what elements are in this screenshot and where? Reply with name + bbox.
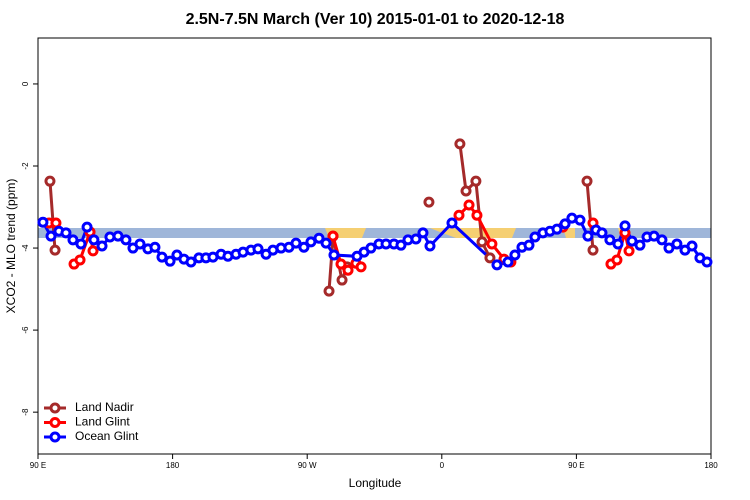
x-tick-label: 90 W <box>298 461 317 470</box>
chart-title: 2.5N-7.5N March (Ver 10) 2015-01-01 to 2… <box>186 11 565 28</box>
data-point <box>604 234 616 246</box>
data-point <box>75 238 87 250</box>
data-point <box>656 234 668 246</box>
data-point <box>327 230 339 242</box>
x-tick-label: 180 <box>166 461 180 470</box>
data-point <box>336 274 348 286</box>
data-point <box>74 254 86 266</box>
data-point <box>44 175 56 187</box>
data-point <box>164 255 176 267</box>
y-tick-label: -6 <box>21 326 30 334</box>
legend-label: Land Nadir <box>75 400 134 414</box>
data-point <box>60 227 72 239</box>
data-point <box>410 233 422 245</box>
data-point <box>491 259 503 271</box>
data-point <box>626 235 638 247</box>
data-point <box>424 240 436 252</box>
data-point <box>587 244 599 256</box>
land-ocean-strip <box>38 228 711 238</box>
x-tick-label: 90 E <box>30 461 46 470</box>
data-point <box>686 240 698 252</box>
data-point <box>313 232 325 244</box>
data-point <box>486 238 498 250</box>
data-point <box>81 221 93 233</box>
data-point <box>446 217 458 229</box>
x-tick-label: 0 <box>440 461 445 470</box>
data-point <box>335 258 347 270</box>
data-point <box>470 175 482 187</box>
data-point <box>634 239 646 251</box>
data-point <box>582 230 594 242</box>
data-point <box>37 216 49 228</box>
data-point <box>320 237 332 249</box>
plot-frame <box>37 37 712 455</box>
y-axis-label: XCO2 - MLO trend (ppm) <box>4 179 18 314</box>
data-point <box>96 240 108 252</box>
data-point <box>45 230 57 242</box>
data-point <box>529 231 541 243</box>
data-point <box>619 220 631 232</box>
data-point <box>551 223 563 235</box>
y-tick-label: 0 <box>21 81 30 86</box>
data-point <box>509 249 521 261</box>
data-point <box>88 234 100 246</box>
legend-marker <box>49 417 61 428</box>
legend-label: Ocean Glint <box>75 429 139 443</box>
series-line <box>48 143 595 292</box>
data-point <box>559 218 571 230</box>
data-point <box>453 209 465 221</box>
y-tick-label: -8 <box>21 408 30 416</box>
y-tick-label: -2 <box>21 162 30 170</box>
x-tick-label: 90 E <box>568 461 584 470</box>
data-point <box>395 239 407 251</box>
data-point <box>701 256 713 268</box>
data-point <box>502 256 514 268</box>
data-point <box>298 241 310 253</box>
data-point <box>185 256 197 268</box>
data-point <box>463 199 475 211</box>
x-axis-label: Longitude <box>349 476 402 490</box>
data-point <box>149 241 161 253</box>
data-point <box>612 238 624 250</box>
data-point <box>134 238 146 250</box>
data-point <box>471 209 483 221</box>
data-point <box>476 236 488 248</box>
data-point <box>365 242 377 254</box>
data-point <box>663 242 675 254</box>
data-point <box>671 238 683 250</box>
data-point <box>523 239 535 251</box>
data-point <box>596 227 608 239</box>
data-point <box>623 245 635 257</box>
data-point <box>460 185 472 197</box>
data-point <box>323 285 335 297</box>
data-point <box>328 249 340 261</box>
legend-marker <box>49 431 61 443</box>
data-point <box>611 254 623 266</box>
data-point <box>484 252 496 264</box>
data-point <box>574 214 586 226</box>
data-point <box>67 234 79 246</box>
legend-label: Land Glint <box>75 415 130 429</box>
data-point <box>454 138 466 150</box>
data-point <box>252 243 264 255</box>
data-point <box>355 261 367 273</box>
data-point <box>417 227 429 239</box>
data-point <box>87 245 99 257</box>
data-point <box>156 251 168 263</box>
data-point <box>423 196 435 208</box>
ocean-strip <box>38 228 711 238</box>
x-tick-label: 180 <box>704 461 718 470</box>
data-point <box>290 237 302 249</box>
data-point <box>342 264 354 276</box>
legend-marker <box>49 402 61 414</box>
data-point <box>49 244 61 256</box>
data-point <box>581 175 593 187</box>
y-tick-label: -4 <box>21 244 30 252</box>
land-patch <box>430 228 516 238</box>
data-point <box>120 234 132 246</box>
